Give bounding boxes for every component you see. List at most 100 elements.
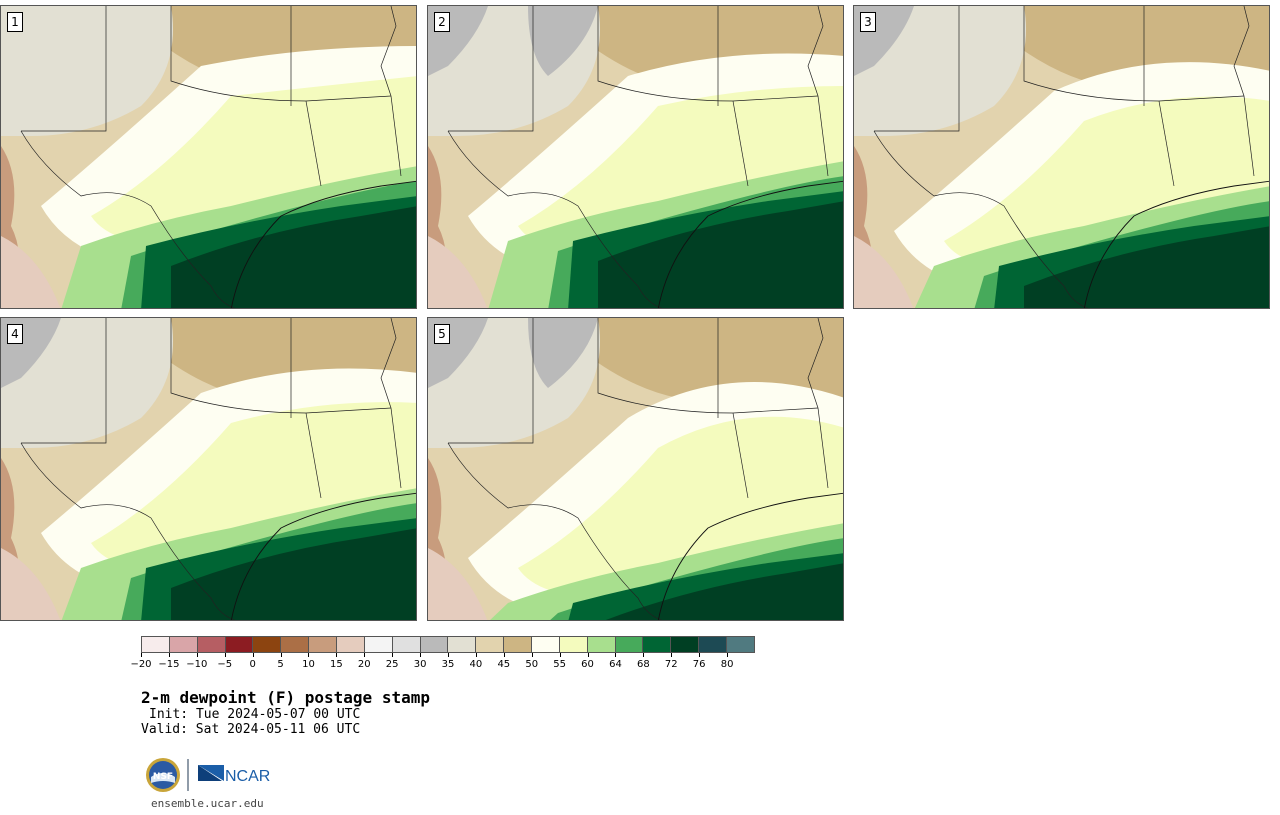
colorbar-tick-label: 0 xyxy=(249,659,256,670)
colorbar-tick xyxy=(727,653,729,657)
colorbar-tick xyxy=(699,653,701,657)
colorbar-swatch xyxy=(532,637,560,652)
coastline xyxy=(230,492,416,620)
colorbar-swatch xyxy=(392,637,421,652)
state-boundaries xyxy=(20,6,402,308)
dewpoint-map-5 xyxy=(428,318,843,620)
colorbar-tick-label: 64 xyxy=(609,659,622,670)
dewpoint-field xyxy=(854,6,1269,308)
colorbar-tick xyxy=(587,653,589,657)
colorbar-tick xyxy=(141,653,142,657)
nsf-logo-text: NSF xyxy=(153,772,173,782)
dewpoint-map-2 xyxy=(428,6,843,308)
state-boundaries xyxy=(20,318,402,620)
state-boundaries xyxy=(447,318,829,620)
colorbar-tick-label: −10 xyxy=(186,659,208,670)
logo-graphic: NSF NCAR xyxy=(146,758,270,792)
colorbar-tick-label: 30 xyxy=(413,659,427,670)
colorbar-tick-label: 50 xyxy=(525,659,539,670)
colorbar-tick xyxy=(420,653,422,657)
colorbar-tick xyxy=(224,653,226,657)
coastline xyxy=(1083,180,1269,308)
colorbar-tick-label: −5 xyxy=(217,659,233,670)
colorbar-tick xyxy=(196,653,198,657)
site-url: ensemble.ucar.edu xyxy=(151,797,264,810)
colorbar-tick xyxy=(280,653,282,657)
coastline xyxy=(657,180,843,308)
ncar-logo: NCAR xyxy=(198,765,270,785)
dewpoint-field xyxy=(1,318,416,620)
colorbar-tick-label: −15 xyxy=(158,659,180,670)
colorbar-swatch xyxy=(225,637,254,652)
colorbar-tick xyxy=(503,653,505,657)
colorbar-swatch xyxy=(559,637,588,652)
colorbar-swatch xyxy=(420,637,449,652)
colorbar-tick xyxy=(336,653,338,657)
dewpoint-colorbar xyxy=(141,636,755,653)
colorbar-tick xyxy=(308,653,310,657)
member-panel-5: 5 xyxy=(427,317,844,621)
colorbar-tick-label: −20 xyxy=(130,659,152,670)
colorbar-tick xyxy=(392,653,394,657)
member-number-label: 2 xyxy=(434,12,450,32)
colorbar-tick-label: 68 xyxy=(636,659,650,670)
colorbar-tick xyxy=(364,653,366,657)
colorbar-tick-label: 35 xyxy=(441,659,455,670)
colorbar-tick xyxy=(559,653,561,657)
colorbar-tick-label: 45 xyxy=(497,659,511,670)
colorbar-tick xyxy=(643,653,645,657)
colorbar-tick-label: 55 xyxy=(553,659,566,670)
colorbar-swatch xyxy=(142,637,170,652)
dewpoint-map-3 xyxy=(854,6,1269,308)
colorbar-swatch xyxy=(615,637,644,652)
colorbar-swatch xyxy=(197,637,226,652)
colorbar-swatch xyxy=(448,637,477,652)
colorbar-swatch xyxy=(476,637,505,652)
colorbar-swatch xyxy=(699,637,728,652)
colorbar-tick-label: 60 xyxy=(581,659,594,670)
colorbar-tick-label: 40 xyxy=(469,659,483,670)
colorbar-tick-label: 72 xyxy=(664,659,678,670)
member-number-label: 4 xyxy=(7,324,23,344)
dewpoint-field xyxy=(1,6,416,308)
colorbar-tick xyxy=(671,653,673,657)
member-number-label: 3 xyxy=(860,12,876,32)
state-boundaries xyxy=(873,6,1255,308)
dewpoint-map-4 xyxy=(1,318,416,620)
colorbar-tick-label: 76 xyxy=(692,659,706,670)
coastline xyxy=(230,180,416,308)
colorbar-swatch xyxy=(587,637,616,652)
member-number-label: 5 xyxy=(434,324,450,344)
colorbar-tick xyxy=(615,653,617,657)
colorbar-tick xyxy=(475,653,477,657)
colorbar-swatch xyxy=(169,637,198,652)
dewpoint-map-1 xyxy=(1,6,416,308)
colorbar-tick-label: 20 xyxy=(357,659,371,670)
colorbar-swatch xyxy=(253,637,282,652)
colorbar-swatch xyxy=(727,637,754,652)
member-number-label: 1 xyxy=(7,12,23,32)
colorbar-tick-label: 5 xyxy=(277,659,284,670)
member-panel-1: 1 xyxy=(0,5,417,309)
dewpoint-field xyxy=(428,318,843,620)
member-panel-4: 4 xyxy=(0,317,417,621)
init-time: Init: Tue 2024-05-07 00 UTC xyxy=(149,707,361,722)
ncar-logo-text: NCAR xyxy=(225,768,270,785)
figure-title: 2-m dewpoint (F) postage stamp xyxy=(141,688,430,707)
colorbar-tick xyxy=(531,653,533,657)
colorbar-swatch xyxy=(643,637,672,652)
member-panel-3: 3 xyxy=(853,5,1270,309)
coastline xyxy=(657,492,843,620)
colorbar-ticks: −20 −15 −10 −5 0 5 10 15 20 25 30 35 40 45 50 55 60 64 68 7… xyxy=(130,653,755,673)
logos: NSF NCAR xyxy=(144,757,274,793)
colorbar-tick-label: 15 xyxy=(329,659,343,670)
colorbar-tick-label: 25 xyxy=(385,659,399,670)
colorbar-tick xyxy=(252,653,254,657)
colorbar-swatch xyxy=(671,637,700,652)
colorbar-tick-label: 80 xyxy=(720,659,734,670)
colorbar-swatch xyxy=(337,637,365,652)
colorbar-tick-label: 10 xyxy=(302,659,315,670)
member-panel-2: 2 xyxy=(427,5,844,309)
colorbar-tick xyxy=(168,653,170,657)
state-boundaries xyxy=(447,6,829,308)
